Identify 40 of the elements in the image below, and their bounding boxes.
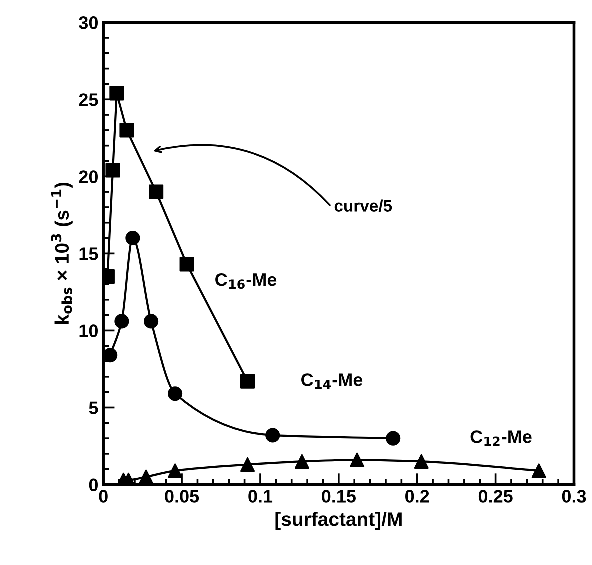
x-tick-label: 0.15 — [322, 490, 356, 503]
series-label: C$_{12}$-Me — [470, 430, 532, 446]
x-tick-label: 0.1 — [248, 490, 273, 503]
point — [240, 457, 256, 472]
y-tick-label: 30 — [79, 16, 98, 30]
y-tick-label: 25 — [79, 94, 98, 106]
point — [144, 314, 159, 329]
text: C$_{14}$-Me — [302, 374, 363, 390]
x-tick-label: 0.3 — [562, 490, 586, 503]
y-tick-label: 10 — [80, 324, 98, 338]
point — [138, 470, 154, 484]
point — [386, 431, 401, 446]
x-tick-label: 0.2 — [406, 490, 430, 503]
point — [114, 314, 130, 329]
y-tick-label: 0 — [89, 478, 98, 492]
point — [104, 348, 118, 363]
x-tick-label: 0.05 — [165, 490, 200, 503]
x-tick-label: 0 — [99, 490, 108, 503]
annotation: curve/5 — [334, 200, 392, 212]
y-tick-label: 15 — [80, 248, 98, 260]
point — [106, 163, 120, 178]
point — [120, 123, 134, 138]
x-axis-title: [surfactant]/M — [276, 512, 402, 530]
y-tick-label: 20 — [79, 170, 98, 184]
point — [266, 428, 280, 443]
point — [294, 454, 310, 469]
point — [414, 454, 429, 469]
point — [350, 452, 365, 468]
point — [168, 464, 183, 478]
point — [240, 374, 256, 389]
series-label: C$_{16}$-Me — [216, 273, 277, 290]
x-tick-label: 0.25 — [478, 490, 513, 503]
point — [149, 184, 164, 200]
y-axis-title: k$_{obs}$ × 10$^{3}$ (s$^{−1}$) — [51, 182, 73, 324]
y-tick-label: 5 — [89, 402, 98, 414]
point — [110, 86, 124, 101]
point — [168, 386, 183, 402]
point — [126, 230, 140, 246]
point — [532, 464, 546, 478]
point — [180, 257, 194, 272]
